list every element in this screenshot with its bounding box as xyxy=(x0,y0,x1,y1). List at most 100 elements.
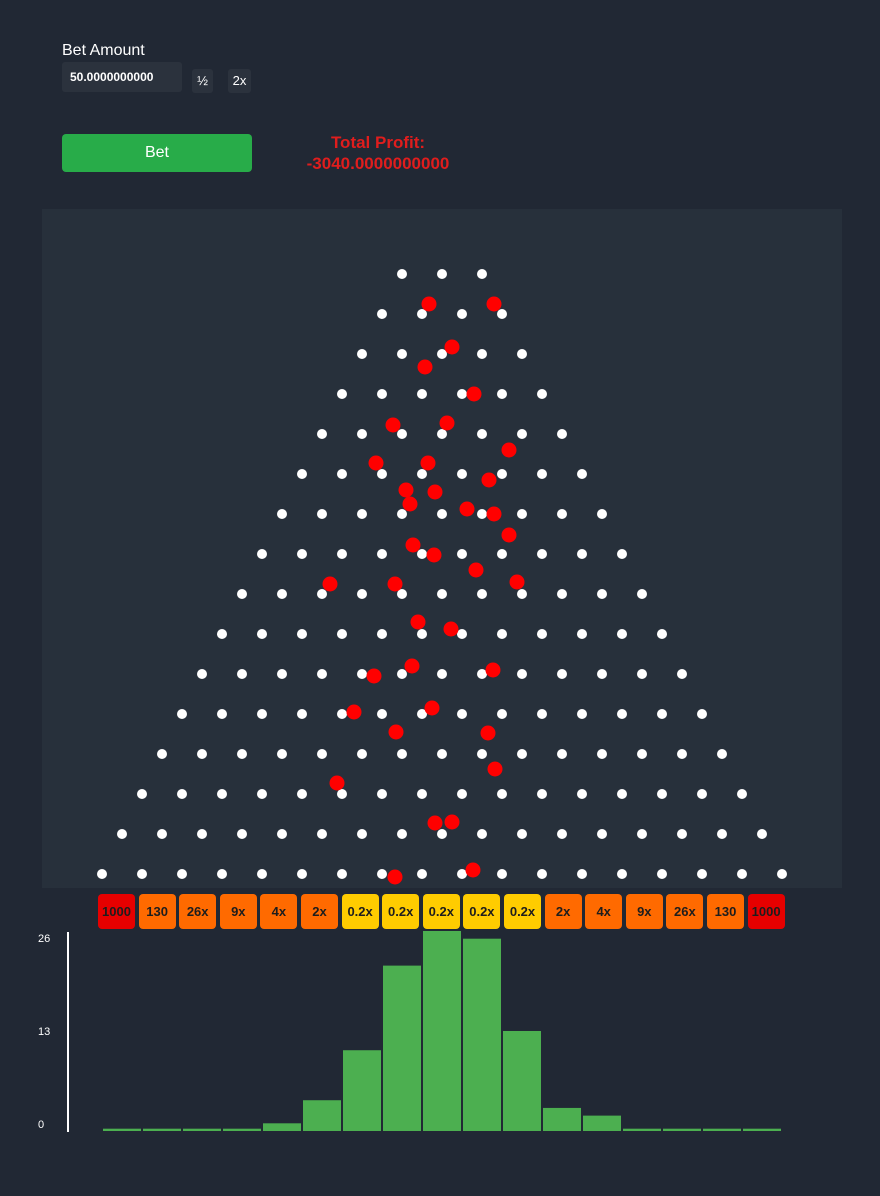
multiplier-bin-yellow: 0.2x xyxy=(504,894,541,929)
peg xyxy=(677,829,687,839)
peg xyxy=(697,869,707,879)
plinko-ball xyxy=(459,501,475,517)
peg xyxy=(497,789,507,799)
peg xyxy=(537,549,547,559)
double-bet-button[interactable]: 2x xyxy=(228,69,251,93)
peg xyxy=(657,629,667,639)
peg xyxy=(597,509,607,519)
plinko-ball xyxy=(486,506,502,522)
peg xyxy=(417,309,427,319)
multiplier-bin-orange: 2x xyxy=(301,894,338,929)
peg xyxy=(297,709,307,719)
peg xyxy=(397,589,407,599)
plinko-ball xyxy=(427,484,443,500)
peg xyxy=(117,829,127,839)
peg xyxy=(417,789,427,799)
peg xyxy=(397,829,407,839)
peg xyxy=(257,709,267,719)
peg xyxy=(317,749,327,759)
peg xyxy=(297,629,307,639)
multiplier-bin-orange: 4x xyxy=(585,894,623,929)
peg xyxy=(637,589,647,599)
peg xyxy=(277,509,287,519)
peg xyxy=(497,469,507,479)
peg xyxy=(457,709,467,719)
peg xyxy=(357,669,367,679)
plinko-ball xyxy=(486,296,502,312)
plinko-ball xyxy=(487,761,503,777)
peg xyxy=(637,669,647,679)
plinko-ball xyxy=(366,668,382,684)
peg-field xyxy=(97,269,787,885)
peg xyxy=(197,749,207,759)
histogram-bar xyxy=(143,1128,181,1131)
histogram-bar xyxy=(583,1115,621,1131)
peg xyxy=(397,669,407,679)
peg xyxy=(497,629,507,639)
peg xyxy=(437,749,447,759)
peg xyxy=(417,549,427,559)
peg xyxy=(337,389,347,399)
multiplier-bin-yellow: 0.2x xyxy=(382,894,420,929)
plinko-ball xyxy=(410,614,426,630)
peg xyxy=(357,429,367,439)
histogram-bar xyxy=(543,1107,581,1131)
peg xyxy=(217,869,227,879)
y-tick-top: 26 xyxy=(38,933,51,945)
peg xyxy=(577,709,587,719)
peg xyxy=(377,309,387,319)
peg xyxy=(377,549,387,559)
peg xyxy=(297,789,307,799)
peg xyxy=(477,349,487,359)
peg xyxy=(337,869,347,879)
bet-button[interactable]: Bet xyxy=(62,134,252,172)
plinko-ball xyxy=(387,869,403,885)
peg xyxy=(337,469,347,479)
histogram-bar xyxy=(623,1128,661,1131)
peg xyxy=(517,749,527,759)
plinko-ball xyxy=(443,621,459,637)
y-tick-bottom: 0 xyxy=(38,1119,45,1131)
peg xyxy=(657,869,667,879)
peg xyxy=(597,589,607,599)
peg xyxy=(437,269,447,279)
peg xyxy=(357,349,367,359)
peg xyxy=(577,469,587,479)
peg xyxy=(337,789,347,799)
multiplier-bin-orange: 26x xyxy=(179,894,217,929)
plinko-ball xyxy=(420,455,436,471)
peg xyxy=(497,549,507,559)
peg xyxy=(437,509,447,519)
histogram-bar xyxy=(103,1128,141,1131)
peg xyxy=(677,669,687,679)
half-bet-button[interactable]: ½ xyxy=(192,69,213,93)
bet-amount-label: Bet Amount xyxy=(62,42,145,59)
plinko-ball xyxy=(465,862,481,878)
peg xyxy=(617,709,627,719)
peg xyxy=(357,829,367,839)
peg xyxy=(157,749,167,759)
peg xyxy=(697,709,707,719)
plinko-board xyxy=(42,209,842,888)
peg xyxy=(717,749,727,759)
peg xyxy=(317,669,327,679)
histogram-bar xyxy=(383,965,421,1131)
peg xyxy=(337,629,347,639)
peg xyxy=(157,829,167,839)
bet-amount-input[interactable] xyxy=(62,62,182,92)
peg xyxy=(357,509,367,519)
peg xyxy=(237,669,247,679)
plinko-ball xyxy=(424,700,440,716)
peg xyxy=(357,589,367,599)
peg xyxy=(177,789,187,799)
peg xyxy=(497,389,507,399)
peg xyxy=(757,829,767,839)
peg xyxy=(97,869,107,879)
plinko-ball xyxy=(468,562,484,578)
peg xyxy=(457,389,467,399)
plinko-ball xyxy=(481,472,497,488)
plinko-ball xyxy=(322,576,338,592)
peg xyxy=(277,669,287,679)
peg xyxy=(417,389,427,399)
